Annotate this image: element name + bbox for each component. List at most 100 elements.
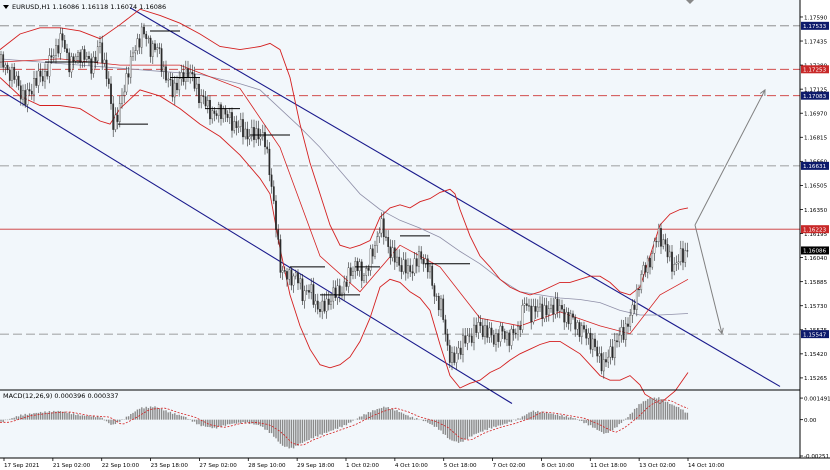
bollinger-lower-line xyxy=(0,77,689,405)
candle-body xyxy=(61,33,64,41)
candle-body xyxy=(167,78,170,81)
price-tick-label: 1.15265 xyxy=(804,376,828,382)
candle-body xyxy=(195,83,198,89)
candle-body xyxy=(418,251,420,267)
candle-body xyxy=(187,68,189,78)
candle-body xyxy=(217,104,220,116)
candle-body xyxy=(600,353,603,372)
candle-body xyxy=(602,359,605,372)
candle-body xyxy=(497,333,500,342)
candle-body xyxy=(468,335,471,337)
candle-body xyxy=(631,304,634,316)
candle-body xyxy=(629,315,632,327)
candle-body xyxy=(301,278,304,302)
candle-body xyxy=(334,287,337,298)
chart-menu-icon[interactable] xyxy=(3,5,9,9)
candle-body xyxy=(627,323,629,327)
candle-body xyxy=(578,322,581,337)
candle-body xyxy=(171,79,174,98)
candle-body xyxy=(209,100,211,120)
projection-arrow-head xyxy=(717,327,724,335)
candle-body xyxy=(116,114,119,122)
candle-body xyxy=(323,300,326,312)
candle-body xyxy=(118,103,121,122)
candle-body xyxy=(682,248,684,263)
price-tick-label: 1.15730 xyxy=(804,304,828,310)
candle-body xyxy=(543,305,546,319)
candle-body xyxy=(101,42,104,64)
candle-body xyxy=(411,271,414,274)
candle-body xyxy=(220,104,222,119)
candle-body xyxy=(33,78,35,95)
candle-body xyxy=(653,241,656,254)
candle-body xyxy=(503,331,506,340)
candle-body xyxy=(88,56,90,59)
candle-body xyxy=(563,309,566,323)
candle-body xyxy=(39,70,42,77)
candle-body xyxy=(594,338,596,348)
candle-body xyxy=(235,121,238,128)
price-tick-label: 1.16505 xyxy=(804,184,828,190)
candle-body xyxy=(215,113,218,116)
projection-arrows[interactable] xyxy=(694,88,766,335)
candle-body xyxy=(402,259,405,272)
candle-body xyxy=(534,306,537,312)
pivot-segments xyxy=(45,30,470,296)
candle-body xyxy=(517,326,519,335)
bollinger-upper-line xyxy=(0,8,689,296)
time-tick-label: 23 Sep 18:00 xyxy=(151,463,189,469)
candle-body xyxy=(107,78,110,85)
candle-body xyxy=(79,52,82,63)
candle-body xyxy=(46,70,49,77)
symbol-header: EURUSD,H1 1.16086 1.16118 1.16074 1.1608… xyxy=(12,3,166,11)
candle-body xyxy=(123,91,126,96)
candle-body xyxy=(96,46,99,61)
candle-body xyxy=(422,259,425,265)
candle-body xyxy=(292,275,295,286)
candle-body xyxy=(453,352,456,363)
candle-body xyxy=(374,245,376,257)
candle-body xyxy=(675,262,678,265)
candle-body xyxy=(618,334,621,343)
candle-body xyxy=(312,284,315,305)
price-tag xyxy=(801,161,829,170)
candle-body xyxy=(393,247,396,263)
time-tick-label: 5 Oct 18:00 xyxy=(444,463,477,469)
candle-body xyxy=(48,55,51,77)
time-tick-label: 28 Sep 10:00 xyxy=(248,463,286,469)
bollinger-mid-line xyxy=(0,58,689,335)
candle-body xyxy=(519,326,522,330)
candle-body xyxy=(616,340,618,343)
candle-body xyxy=(409,265,412,272)
candle-body xyxy=(257,128,260,140)
candle-body xyxy=(539,303,541,308)
candle-body xyxy=(226,114,229,118)
candle-body xyxy=(297,272,299,284)
candle-body xyxy=(24,90,27,105)
candle-body xyxy=(481,325,484,337)
candle-body xyxy=(558,305,561,312)
candle-body xyxy=(156,47,159,50)
candle-body xyxy=(266,146,269,150)
time-tick-label: 29 Sep 18:00 xyxy=(297,463,335,469)
candle-body xyxy=(112,103,115,130)
candle-body xyxy=(514,332,517,335)
candle-body xyxy=(684,250,687,263)
candle-body xyxy=(596,346,599,357)
chart-shift-marker[interactable] xyxy=(686,0,694,4)
candle-body xyxy=(479,322,482,326)
candle-body xyxy=(611,346,614,359)
candle-body xyxy=(321,300,324,312)
candle-body xyxy=(160,48,163,72)
trend-channel[interactable] xyxy=(0,7,781,404)
candle-body xyxy=(624,323,627,340)
candle-body xyxy=(382,218,385,238)
candle-body xyxy=(151,43,154,57)
candle-body xyxy=(585,329,588,339)
candle-body xyxy=(246,128,249,140)
candle-body xyxy=(622,327,625,340)
price-tick-label: 1.15885 xyxy=(804,280,828,286)
candle-body xyxy=(545,305,548,316)
macd-signal-line xyxy=(0,399,689,446)
